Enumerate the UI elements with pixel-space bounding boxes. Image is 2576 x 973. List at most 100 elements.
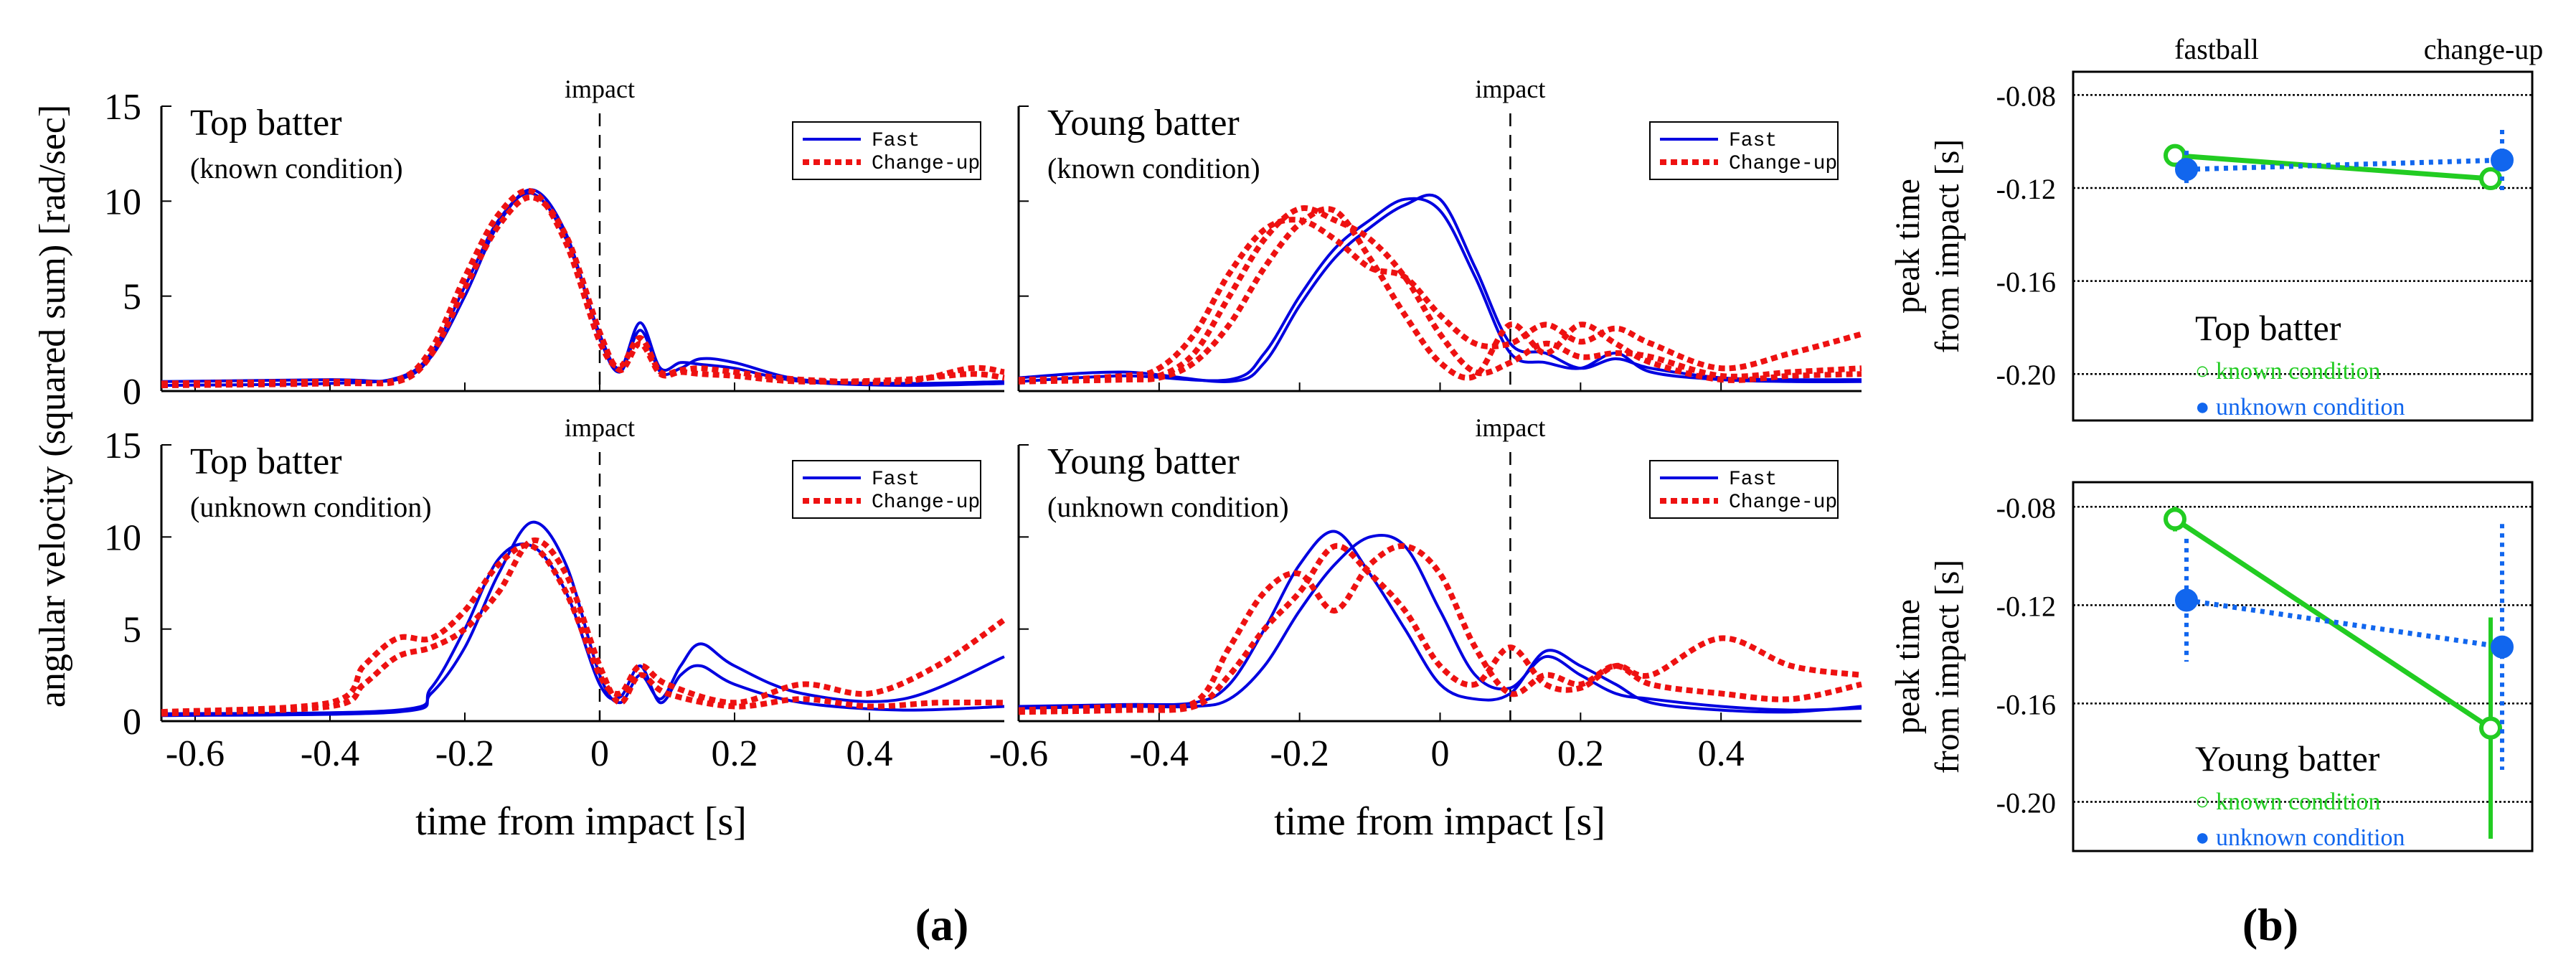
tr-series-fast-line	[1018, 193, 1862, 384]
panel-a-label: (a)	[915, 899, 969, 950]
b-bottom-ylabel-line2: from impact [s]	[1928, 560, 1966, 774]
bl-xtick-label: 0.4	[846, 733, 893, 774]
bl-legend	[792, 460, 981, 519]
b-bottom-legend-unknown: ● unknown condition	[2195, 824, 2405, 851]
b-bottom-known-line	[2174, 517, 2492, 730]
tl-title: Top batter	[190, 103, 342, 144]
tl-impact-label: impact	[565, 75, 635, 103]
b-bottom-legend-known: ○ known condition	[2195, 789, 2381, 815]
b-cat-fastball: fastball	[2174, 33, 2259, 65]
bl-series-changeup-line	[161, 542, 1006, 715]
bl-ytick-label: 15	[104, 426, 141, 466]
tr-legend	[1649, 121, 1839, 180]
b-bottom-ytick-label: -0.16	[1996, 688, 2056, 720]
a-ylabel: angular velocity (squared sum) [rad/sec]	[32, 105, 73, 708]
tl-series-fast-line	[161, 192, 1005, 387]
bl-ytick-label: 0	[123, 702, 141, 743]
br-xtick-label: -0.2	[1270, 733, 1329, 774]
bl-subtitle: (unknown condition)	[190, 491, 432, 523]
bl-legend-changeup-label: Change-up	[872, 492, 980, 514]
b-top-title: Top batter	[2195, 308, 2341, 348]
plot-layer: 0 5 10 15 impact Top batter (known condition) F…	[104, 70, 2534, 852]
tl-ytick-label: 10	[104, 182, 141, 222]
b-top-known-marker	[2479, 167, 2502, 191]
tr-series-changeup-line	[1018, 205, 1862, 383]
b-bottom-ytick-label: -0.20	[1996, 786, 2056, 819]
bl-xtick-label: -0.4	[301, 733, 359, 774]
tr-subtitle: (known condition)	[1047, 152, 1260, 184]
b-bottom-title: Young batter	[2195, 738, 2380, 779]
tr-legend-changeup-label: Change-up	[1729, 153, 1837, 175]
tl-series-changeup-line	[161, 194, 1005, 387]
br-subtitle: (unknown condition)	[1047, 491, 1289, 523]
br-title: Young batter	[1047, 441, 1240, 482]
tl-plot: 0 5 10 15 impact Top batter (known condition) F…	[104, 75, 1005, 413]
bl-title: Top batter	[190, 441, 342, 482]
bl-series-changeup-line	[161, 537, 1005, 717]
tr-title: Young batter	[1047, 103, 1240, 144]
tr-legend-fast-label: Fast	[1729, 130, 1777, 152]
tr-impact-label: impact	[1475, 75, 1545, 103]
b-bottom-unknown-marker	[2175, 588, 2198, 612]
br-xtick-label: 0.2	[1557, 733, 1604, 774]
b-bottom-ylabel-line1: peak time	[1889, 599, 1927, 734]
bl-series-fast-line	[161, 542, 1005, 715]
b-cat-changeup: change-up	[2424, 33, 2544, 65]
br-legend-changeup-label: Change-up	[1729, 492, 1837, 514]
panel-b-label: (b)	[2242, 899, 2298, 950]
b-bottom-ytick-label: -0.08	[1996, 492, 2056, 524]
b-top-ytick-label: -0.16	[1996, 266, 2056, 299]
br-impact-label: impact	[1475, 413, 1545, 442]
b-top-ylabel-line1: peak time	[1889, 179, 1927, 314]
tl-ytick-label: 5	[123, 277, 141, 318]
bl-plot: 0 5 10 15 -0.6 -0.4 -0.2 0 0.2 0.4 impact Top batte…	[104, 413, 1006, 774]
bl-ytick-label: 5	[123, 610, 141, 651]
b-bottom-frame	[2072, 481, 2534, 852]
b-top-plot: -0.08 -0.12 -0.16 -0.20 peak time from impact…	[1889, 70, 2534, 422]
b-bottom-ytick-label: -0.12	[1996, 590, 2056, 622]
b-top-unknown-marker	[2175, 158, 2198, 182]
b-top-unknown-marker	[2491, 149, 2514, 172]
br-xtick-label: -0.4	[1130, 733, 1189, 774]
b-top-known-line	[2174, 153, 2491, 182]
b-top-known-marker	[2164, 144, 2186, 167]
tl-legend	[792, 121, 981, 180]
b-top-ytick-label: -0.08	[1996, 80, 2056, 112]
br-xtick-label: 0.4	[1698, 733, 1745, 774]
b-top-legend-known: ○ known condition	[2195, 358, 2381, 385]
a-xlabel-right: time from impact [s]	[1274, 799, 1605, 844]
b-top-unknown-line	[2186, 157, 2503, 172]
br-plot: -0.6 -0.4 -0.2 0 0.2 0.4 impact Young batter (un…	[989, 413, 1862, 774]
tl-subtitle: (known condition)	[190, 152, 403, 184]
tl-legend-changeup-label: Change-up	[872, 153, 980, 175]
bl-series-fast-line	[161, 520, 1005, 718]
b-top-frame	[2072, 70, 2534, 422]
bl-xtick-label: 0	[590, 733, 609, 774]
bl-xtick-label: -0.6	[166, 733, 225, 774]
b-top-ylabel-line2: from impact [s]	[1928, 139, 1966, 354]
tl-legend-fast-label: Fast	[872, 130, 920, 152]
br-series-changeup-line	[1018, 542, 1862, 715]
b-top-legend-unknown: ● unknown condition	[2195, 394, 2405, 420]
bl-ytick-label: 10	[104, 517, 141, 558]
br-legend-fast-label: Fast	[1729, 469, 1777, 491]
bl-xtick-label: 0.2	[712, 733, 758, 774]
tl-ytick-label: 15	[104, 87, 141, 128]
b-top-ytick-label: -0.20	[1996, 359, 2056, 391]
bl-xtick-label: -0.2	[435, 733, 494, 774]
br-series-fast-line	[1018, 530, 1862, 714]
tr-series-changeup-line	[1018, 206, 1862, 385]
b-bottom-known-marker	[2479, 716, 2502, 740]
b-bottom-unknown-marker	[2491, 635, 2514, 659]
br-legend	[1649, 460, 1839, 519]
br-xtick-label: 0	[1431, 733, 1450, 774]
b-top-ytick-label: -0.12	[1996, 173, 2056, 205]
br-xtick-label: -0.6	[989, 733, 1048, 774]
tr-series-changeup-line	[1018, 217, 1863, 385]
tr-series-fast-line	[1018, 197, 1862, 383]
b-bottom-known-marker	[2164, 507, 2186, 531]
tl-ytick-label: 0	[123, 372, 141, 413]
a-xlabel-left: time from impact [s]	[415, 799, 747, 844]
tr-plot: impact Young batter (known condition) FastC…	[1017, 75, 1863, 393]
